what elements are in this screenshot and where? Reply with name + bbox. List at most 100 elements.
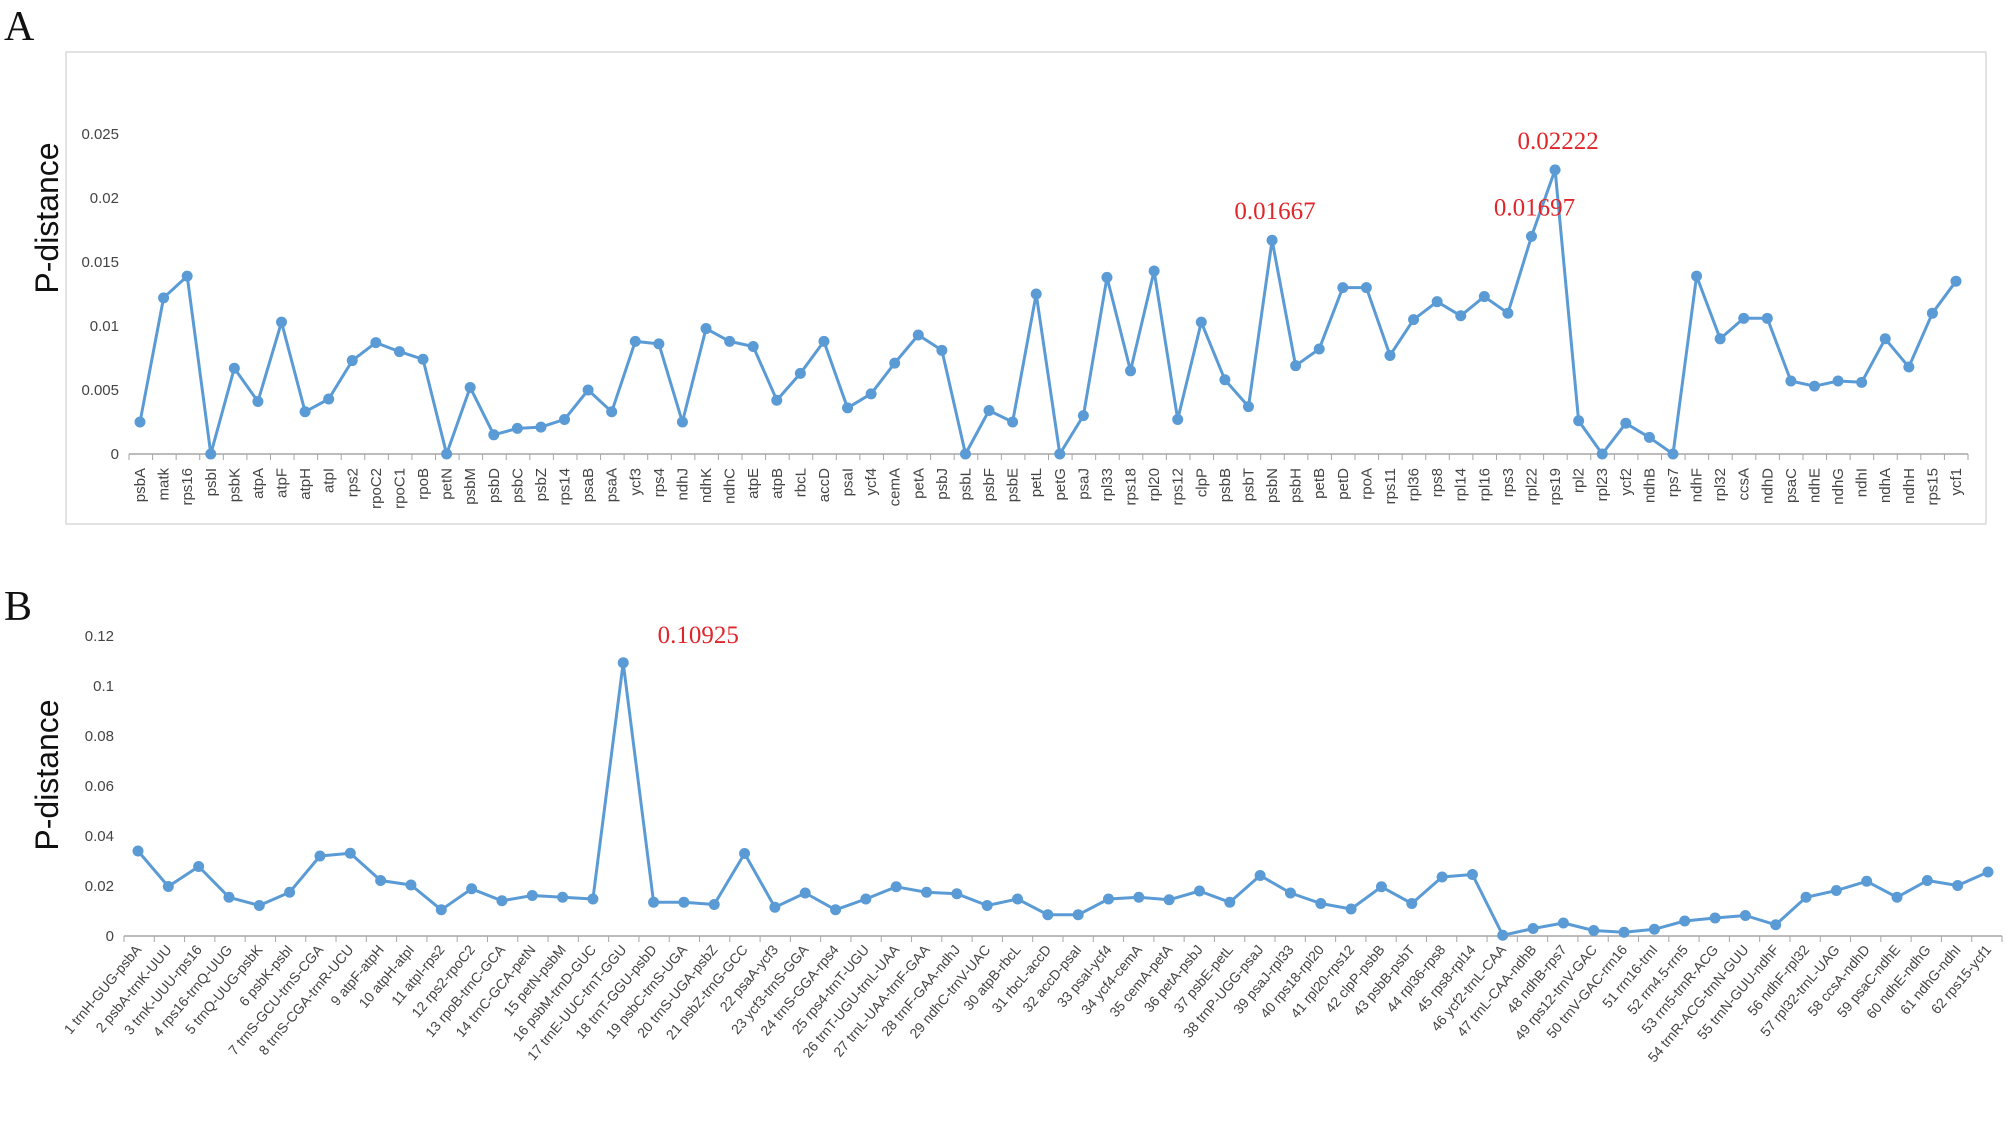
data-point xyxy=(794,367,806,379)
data-point xyxy=(1315,898,1327,909)
data-point xyxy=(890,881,902,893)
panel-a-x-axis xyxy=(128,453,1969,460)
data-point xyxy=(1761,312,1773,324)
data-point xyxy=(1800,891,1812,903)
data-point xyxy=(1007,416,1019,428)
x-tick-label: rps8 xyxy=(1429,468,1446,497)
panel-b-y-axis-label: P-distance xyxy=(29,699,65,850)
data-point xyxy=(1466,869,1478,880)
x-tick-label: ndhD xyxy=(1759,468,1776,504)
x-tick-label: psaJ xyxy=(1075,468,1092,500)
data-point xyxy=(228,362,240,374)
data-point xyxy=(1588,925,1600,936)
data-point xyxy=(1502,307,1514,319)
data-point xyxy=(1856,376,1868,388)
data-point xyxy=(983,404,995,416)
data-point xyxy=(1691,270,1703,282)
data-point xyxy=(860,893,872,905)
y-tick-label: 0.005 xyxy=(81,382,119,399)
data-point xyxy=(1921,875,1933,886)
data-point xyxy=(1478,291,1490,303)
x-tick-label: rps2 xyxy=(344,468,361,497)
x-tick-label: ndhA xyxy=(1877,468,1894,503)
x-tick-label: atpH xyxy=(297,468,314,500)
y-tick-label: 0.02 xyxy=(85,878,114,895)
panel-b-x-axis xyxy=(123,935,2003,942)
x-tick-label: ndhE xyxy=(1806,468,1823,503)
data-point xyxy=(464,381,476,393)
data-point xyxy=(1408,314,1420,326)
panel-b-annotations: 0.10925 xyxy=(658,622,739,649)
data-point xyxy=(1313,343,1325,355)
data-point xyxy=(653,338,665,350)
x-tick-label: rpl32 xyxy=(1712,468,1729,501)
x-tick-label: petA xyxy=(910,468,927,499)
data-point xyxy=(1455,310,1467,322)
data-point xyxy=(1497,929,1509,941)
data-point xyxy=(830,904,842,916)
panel-a-data-points xyxy=(134,164,1962,460)
data-point xyxy=(936,344,948,356)
data-point xyxy=(496,895,508,907)
x-tick-label: rps7 xyxy=(1665,468,1682,497)
data-point xyxy=(1384,349,1396,361)
data-point xyxy=(488,429,500,441)
y-tick-label: 0.025 xyxy=(81,126,119,143)
data-point xyxy=(676,416,688,428)
x-tick-label: cemA xyxy=(887,468,904,506)
data-point xyxy=(1830,885,1842,896)
data-point xyxy=(1172,413,1184,425)
data-point xyxy=(535,421,547,433)
data-point xyxy=(951,888,963,900)
data-point xyxy=(252,396,264,408)
data-point xyxy=(1224,896,1236,908)
data-point xyxy=(1770,919,1782,931)
x-tick-label: psbM xyxy=(462,468,479,505)
data-point xyxy=(724,335,736,347)
data-point xyxy=(417,353,429,365)
x-tick-label: rps4 xyxy=(651,468,668,497)
data-point xyxy=(771,394,783,406)
x-tick-label: petG xyxy=(1052,468,1069,501)
data-point xyxy=(1618,926,1630,938)
x-tick-label: rps3 xyxy=(1500,468,1517,497)
data-point xyxy=(181,270,193,282)
data-point xyxy=(739,848,751,859)
x-tick-label: atpB xyxy=(769,468,786,499)
y-tick-label: 0.08 xyxy=(85,728,114,745)
data-point xyxy=(276,316,288,328)
x-tick-label: rpl2 xyxy=(1571,468,1588,493)
x-tick-label: ycf4 xyxy=(863,468,880,496)
panel-a-y-ticks: 0 0.005 0.01 0.015 0.02 0.025 xyxy=(81,126,119,463)
x-tick-label: psbB xyxy=(1217,468,1234,502)
data-point xyxy=(1527,923,1539,934)
x-tick-label: rbcL xyxy=(792,468,809,497)
data-point xyxy=(1879,333,1891,345)
x-tick-label: atpE xyxy=(745,468,762,499)
data-point xyxy=(708,899,720,910)
data-point xyxy=(769,901,781,913)
x-tick-label: petL xyxy=(1028,468,1045,497)
data-point xyxy=(193,861,205,872)
x-tick-label: ndhB xyxy=(1641,468,1658,503)
x-tick-label: ycf3 xyxy=(627,468,644,496)
data-point xyxy=(582,384,594,396)
panel-b-letter: B xyxy=(4,584,32,630)
x-tick-label: psbC xyxy=(509,468,526,503)
data-point xyxy=(1042,909,1054,921)
data-point xyxy=(1982,866,1994,878)
x-tick-label: psaI xyxy=(840,468,857,496)
data-point xyxy=(1926,307,1938,319)
data-point xyxy=(1739,910,1751,921)
x-tick-label: psbF xyxy=(981,468,998,501)
data-point xyxy=(629,335,641,347)
data-point xyxy=(1345,903,1357,915)
data-point xyxy=(1133,891,1145,903)
data-point xyxy=(1360,282,1372,294)
data-point xyxy=(1375,881,1387,893)
x-tick-label: rps14 xyxy=(557,468,574,506)
data-point xyxy=(205,448,217,460)
data-point xyxy=(314,850,326,862)
x-tick-label: psaC xyxy=(1783,468,1800,503)
data-point xyxy=(1163,894,1175,906)
